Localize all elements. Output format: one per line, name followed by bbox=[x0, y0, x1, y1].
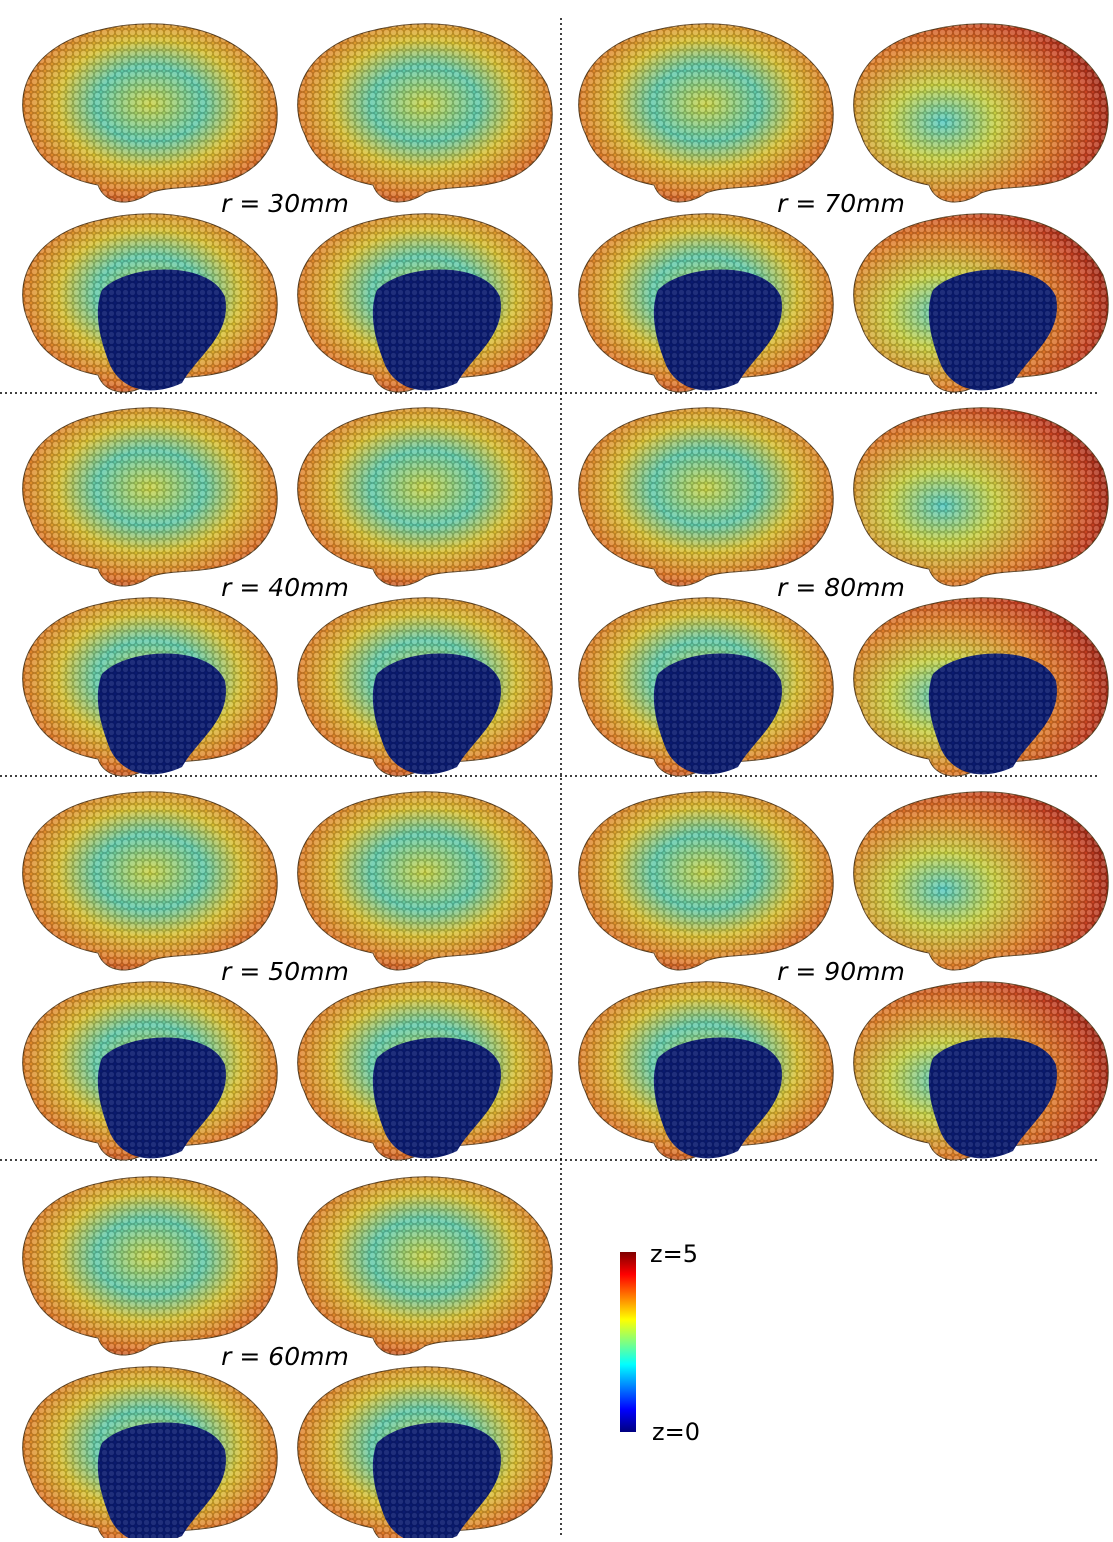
medial-brain bbox=[22, 597, 278, 777]
panel-label: r = 70mm bbox=[777, 189, 905, 218]
lateral-brain bbox=[853, 23, 1109, 203]
medial-brain bbox=[297, 1366, 553, 1542]
medial-brain bbox=[578, 597, 834, 777]
lateral-brain bbox=[22, 407, 278, 587]
panel: r = 30mm bbox=[22, 23, 553, 393]
colorbar-gradient bbox=[620, 1252, 636, 1432]
brain-texture bbox=[22, 23, 278, 203]
brain-texture bbox=[22, 1176, 278, 1356]
brain-texture bbox=[578, 407, 834, 587]
medial-brain bbox=[578, 213, 834, 393]
medial-brain bbox=[297, 981, 553, 1161]
panel: r = 50mm bbox=[22, 791, 553, 1161]
lateral-brain bbox=[22, 23, 278, 203]
lateral-brain bbox=[22, 791, 278, 971]
colorbar: z=5 z=0 bbox=[620, 1240, 700, 1446]
panel-label: r = 60mm bbox=[221, 1342, 349, 1371]
panel-label: r = 50mm bbox=[221, 957, 349, 986]
medial-brain bbox=[853, 213, 1109, 393]
panel: r = 90mm bbox=[578, 791, 1109, 1161]
lateral-brain bbox=[297, 23, 553, 203]
panel: r = 70mm bbox=[578, 23, 1109, 393]
lateral-brain bbox=[22, 1176, 278, 1356]
brain-texture bbox=[297, 791, 553, 971]
brain-texture bbox=[578, 23, 834, 203]
lateral-brain bbox=[297, 1176, 553, 1356]
medial-brain bbox=[22, 213, 278, 393]
medial-brain bbox=[22, 981, 278, 1161]
medial-brain bbox=[297, 213, 553, 393]
brain-texture bbox=[22, 791, 278, 971]
medial-brain bbox=[297, 597, 553, 777]
lateral-brain bbox=[297, 407, 553, 587]
brain-texture bbox=[578, 791, 834, 971]
panel-label: r = 30mm bbox=[221, 189, 349, 218]
brain-texture bbox=[853, 791, 1109, 971]
lateral-brain bbox=[853, 791, 1109, 971]
medial-brain bbox=[853, 597, 1109, 777]
medial-brain bbox=[22, 1366, 278, 1542]
panel-label: r = 90mm bbox=[777, 957, 905, 986]
medial-brain bbox=[853, 981, 1109, 1161]
brain-texture bbox=[297, 1176, 553, 1356]
brain-texture bbox=[297, 23, 553, 203]
panels: r = 30mm r = 70mm r = 40mm r = 80mm r = 50mm… bbox=[22, 23, 1109, 1542]
lateral-brain bbox=[853, 407, 1109, 587]
medial-brain bbox=[578, 981, 834, 1161]
brain-texture bbox=[853, 23, 1109, 203]
lateral-brain bbox=[578, 407, 834, 587]
panel: r = 80mm bbox=[578, 407, 1109, 777]
brain-texture bbox=[297, 407, 553, 587]
dividers bbox=[0, 18, 1100, 1538]
panel: r = 60mm bbox=[22, 1176, 553, 1542]
brain-texture bbox=[22, 407, 278, 587]
panel-label: r = 40mm bbox=[221, 573, 349, 602]
lateral-brain bbox=[578, 791, 834, 971]
colorbar-max-label: z=5 bbox=[650, 1240, 698, 1268]
colorbar-min-label: z=0 bbox=[652, 1418, 700, 1446]
lateral-brain bbox=[297, 791, 553, 971]
lateral-brain bbox=[578, 23, 834, 203]
brain-texture bbox=[853, 407, 1109, 587]
panel: r = 40mm bbox=[22, 407, 553, 777]
panel-label: r = 80mm bbox=[777, 573, 905, 602]
